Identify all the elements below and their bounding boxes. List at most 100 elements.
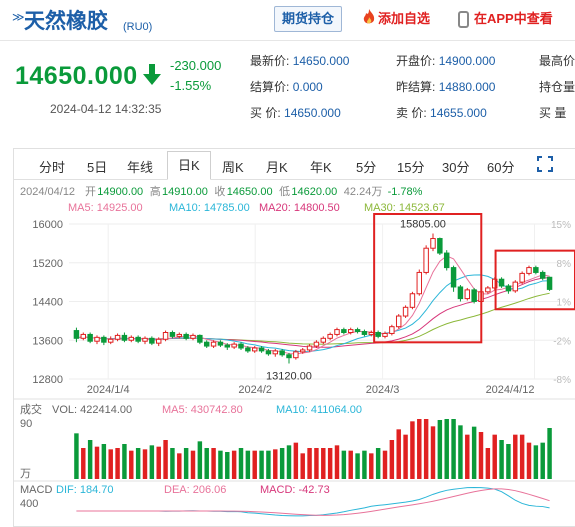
y-tick-label: 12800 [32, 374, 63, 386]
volume-bar [519, 434, 525, 479]
candle-body [368, 332, 375, 335]
candle-body [382, 332, 388, 337]
vol-label: VOL: 422414.00 [52, 404, 132, 416]
pct-tick-label: -2% [553, 336, 571, 347]
macd-value-label: MACD: -42.73 [260, 484, 330, 496]
vol-ma10-label: MA10: 411064.00 [276, 404, 362, 416]
candle-body [176, 333, 183, 337]
volume-bar [108, 449, 113, 479]
pct-tick-label: -8% [553, 375, 571, 386]
macd-dif-label: DIF: 184.70 [56, 484, 113, 496]
candle-body [526, 267, 532, 274]
highlight-box [373, 213, 483, 344]
ma10-label: MA10: 14785.00 [169, 202, 250, 214]
volume-bar [177, 453, 182, 479]
tab-yearly-k[interactable]: 年K [310, 160, 332, 175]
volume-bar [382, 450, 388, 479]
tab-weekly-k[interactable]: 周K [222, 160, 244, 175]
candle-body [375, 332, 381, 337]
macd-dea-label: DEA: 206.06 [164, 484, 226, 496]
volume-bar [273, 449, 278, 479]
candle-body [471, 289, 477, 302]
volume-bar [197, 441, 203, 479]
stat-ask: 卖 价: 14655.000 [396, 106, 487, 120]
vol-ma5-label: MA5: 430742.80 [162, 404, 243, 416]
candle-body [190, 334, 196, 339]
tab-5min[interactable]: 5分 [356, 160, 377, 175]
candle-body [519, 272, 525, 283]
volume-bar [122, 444, 127, 479]
info-bar-item: 收 [214, 184, 225, 198]
pct-tick-label: 1% [557, 298, 572, 309]
candle-body [464, 289, 471, 300]
candle-body [272, 350, 279, 355]
volume-bar [170, 448, 175, 479]
quote-stats-col2: 开盘价: 14900.000 昨结算: 14880.000 卖 价: 14655… [396, 52, 495, 130]
down-arrow-icon [143, 64, 161, 85]
info-bar-item: 42.24万 [344, 186, 383, 198]
stat-high: 最高价 [539, 54, 575, 68]
high-annotation: 15805.00 [400, 218, 446, 230]
volume-bar [506, 444, 511, 479]
info-bar-item: 14900.00 [97, 186, 143, 198]
candle-body [251, 347, 258, 352]
candle-body [121, 334, 128, 341]
volume-bar [485, 448, 491, 479]
macd-title: MACD [20, 484, 52, 496]
stat-settle: 结算价: 0.000 [250, 80, 323, 94]
candle-body [155, 338, 162, 344]
info-bar-item: 开 [85, 186, 96, 198]
page-header: ≫ 天然橡胶 (RU0) 期货持仓 添加自选 在APP中查看 [0, 0, 575, 41]
volume-bar [225, 452, 230, 479]
volume-bar [341, 450, 347, 479]
vol-title: 成交 [20, 402, 42, 416]
tab-15min[interactable]: 15分 [397, 160, 425, 175]
app-view-link[interactable]: 在APP中查看 [458, 8, 553, 29]
tab-5day[interactable]: 5日 [87, 160, 108, 175]
tab-year-line[interactable]: 年线 [127, 160, 154, 175]
ma30-label: MA30: 14523.67 [364, 202, 445, 214]
macd-dea-line [76, 488, 550, 516]
candle-body [183, 333, 189, 339]
volume-bar [321, 448, 326, 479]
fire-icon [360, 8, 378, 26]
volume-bar [149, 445, 155, 479]
candle-body [327, 333, 333, 339]
volume-bar [458, 425, 463, 479]
tab-60min[interactable]: 60分 [487, 160, 515, 175]
candle-body [443, 252, 450, 269]
volume-bar [81, 448, 86, 479]
volume-bar [334, 445, 340, 479]
candle-body [80, 333, 87, 339]
tab-daily-k[interactable]: 日K [167, 151, 211, 180]
candle-body [73, 330, 80, 339]
candle-body [210, 341, 217, 347]
candle-body [94, 336, 100, 342]
stat-open: 开盘价: 14900.000 [396, 54, 496, 68]
add-watchlist-button[interactable]: 添加自选 [360, 8, 430, 27]
volume-bar [533, 445, 539, 479]
tab-intraday[interactable]: 分时 [39, 160, 66, 175]
y-tick-label: 16000 [32, 219, 63, 231]
candle-body [142, 337, 148, 342]
candle-body [416, 271, 423, 295]
quote-timestamp: 2024-04-12 14:32:35 [50, 102, 162, 116]
volume-bar [451, 419, 456, 479]
volume-bar [526, 442, 532, 479]
candle-body [169, 332, 176, 337]
x-tick-label: 2024/3 [366, 384, 400, 396]
kline-chart[interactable]: 2024/04/12 开 14900.00 高 14910.00 收 14650.00 低 14… [14, 179, 575, 526]
fullscreen-icon[interactable] [537, 156, 553, 172]
x-tick-label: 2024/2 [238, 384, 272, 396]
volume-bar [423, 419, 429, 479]
collapse-icon[interactable]: ≫ [12, 10, 25, 24]
futures-position-button[interactable]: 期货持仓 [274, 6, 342, 32]
volume-bar [513, 434, 518, 479]
tab-30min[interactable]: 30分 [442, 160, 470, 175]
candle-body [320, 337, 327, 343]
tab-monthly-k[interactable]: 月K [266, 160, 288, 175]
period-tabs: 分时 5日 年线 日K 周K 月K 年K 5分 15分 30分 60分 [14, 149, 575, 180]
volume-bar [190, 450, 196, 479]
instrument-title: 天然橡胶 [24, 10, 108, 33]
price-change-pct: -1.55% [170, 78, 212, 93]
